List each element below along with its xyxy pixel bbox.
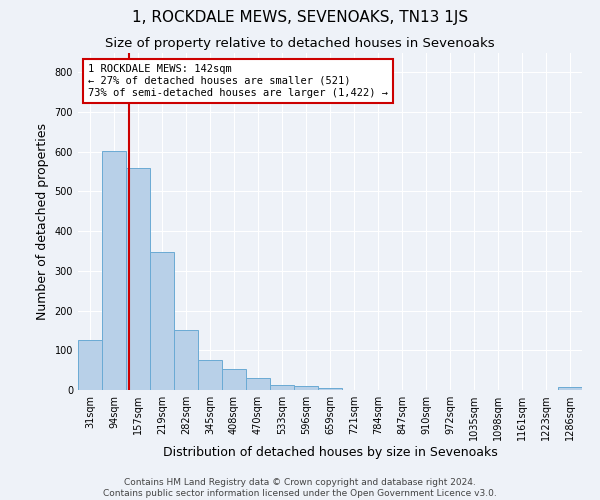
Bar [222,370,246,390]
Bar [558,387,582,390]
Bar [318,388,342,390]
Text: 1, ROCKDALE MEWS, SEVENOAKS, TN13 1JS: 1, ROCKDALE MEWS, SEVENOAKS, TN13 1JS [132,10,468,25]
Text: 1 ROCKDALE MEWS: 142sqm
← 27% of detached houses are smaller (521)
73% of semi-d: 1 ROCKDALE MEWS: 142sqm ← 27% of detache… [88,64,388,98]
Bar [246,378,270,390]
Bar [150,252,174,390]
Bar [198,360,222,390]
Text: Contains HM Land Registry data © Crown copyright and database right 2024.
Contai: Contains HM Land Registry data © Crown c… [103,478,497,498]
Text: Size of property relative to detached houses in Sevenoaks: Size of property relative to detached ho… [105,38,495,51]
X-axis label: Distribution of detached houses by size in Sevenoaks: Distribution of detached houses by size … [163,446,497,459]
Y-axis label: Number of detached properties: Number of detached properties [36,122,49,320]
Bar [102,150,126,390]
Bar [174,330,198,390]
Bar [78,340,102,390]
Bar [270,385,294,390]
Bar [126,168,150,390]
Bar [294,386,318,390]
